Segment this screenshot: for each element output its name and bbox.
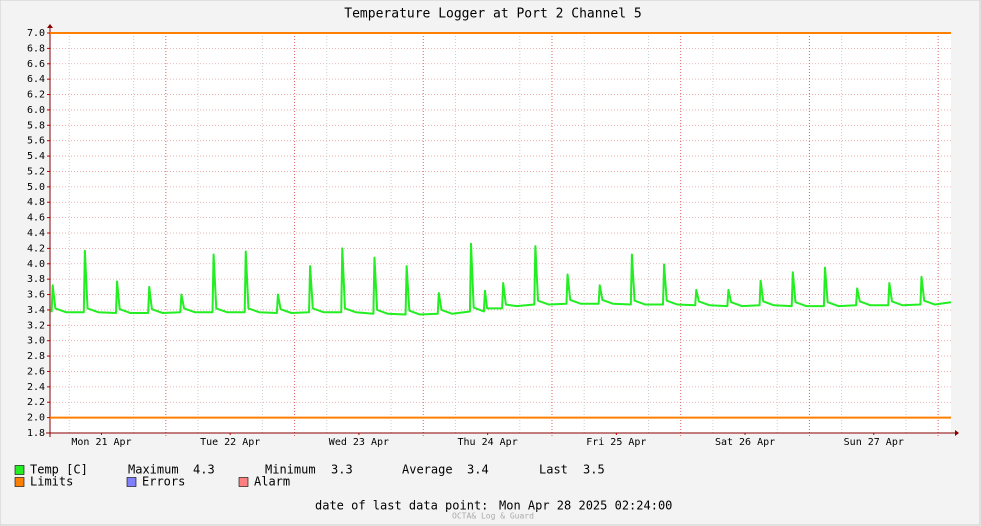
legend-swatch [14, 465, 25, 475]
y-tick-label: 4.4 [27, 228, 45, 239]
legend-label: Temp [C] [30, 463, 88, 477]
legend-swatch [238, 477, 249, 487]
y-tick-label: 6.0 [27, 105, 45, 116]
y-tick-label: 6.2 [27, 90, 45, 101]
watermark: OCTA& Log & Guard [452, 512, 534, 521]
stat-label: Average [402, 463, 453, 477]
y-tick-label: 7.0 [27, 28, 45, 39]
y-tick-label: 1.8 [27, 428, 45, 439]
y-tick-label: 2.8 [27, 351, 45, 362]
y-tick-label: 5.0 [27, 182, 45, 193]
legend-label: Limits [30, 475, 73, 489]
footer-date: Mon Apr 28 2025 02:24:00 [499, 499, 672, 513]
y-tick-label: 3.6 [27, 290, 45, 301]
legend-label: Alarm [254, 475, 290, 489]
x-tick-label: Fri 25 Apr [586, 437, 646, 448]
x-tick-label: Wed 23 Apr [329, 437, 389, 448]
stat-label: Maximum [128, 463, 179, 477]
temp-line [50, 242, 952, 316]
x-tick-label: Sat 26 Apr [715, 437, 775, 448]
y-tick-label: 2.6 [27, 366, 45, 377]
y-tick-label: 5.6 [27, 136, 45, 147]
x-tick-label: Sun 27 Apr [844, 437, 904, 448]
y-tick-label: 6.8 [27, 43, 45, 54]
legend-label: Errors [142, 475, 185, 489]
y-tick-label: 4.2 [27, 243, 45, 254]
y-tick-label: 2.4 [27, 382, 45, 393]
y-tick-label: 4.0 [27, 259, 45, 270]
y-tick-label: 2.2 [27, 397, 45, 408]
chart-title: Temperature Logger at Port 2 Channel 5 [344, 7, 641, 22]
legend-swatch [14, 477, 25, 487]
y-tick-label: 5.8 [27, 120, 45, 131]
x-axis-arrow [955, 430, 959, 436]
y-tick-label: 6.6 [27, 59, 45, 70]
stat-value: 3.3 [331, 463, 353, 477]
y-tick-label: 4.8 [27, 197, 45, 208]
stat-value: 3.5 [583, 463, 605, 477]
y-tick-label: 3.2 [27, 320, 45, 331]
y-tick-label: 4.6 [27, 213, 45, 224]
x-tick-label: Mon 21 Apr [71, 437, 131, 448]
x-tick-label: Thu 24 Apr [458, 437, 518, 448]
y-axis-arrow [47, 24, 53, 28]
y-tick-label: 3.8 [27, 274, 45, 285]
stat-value: 3.4 [467, 463, 489, 477]
y-tick-label: 5.4 [27, 151, 45, 162]
stat-label: Last [539, 463, 568, 477]
y-tick-label: 5.2 [27, 166, 45, 177]
footer-label: date of last data point: [315, 499, 488, 513]
y-tick-label: 6.4 [27, 74, 45, 85]
x-tick-label: Tue 22 Apr [200, 437, 260, 448]
legend-swatch [126, 477, 137, 487]
y-tick-label: 2.0 [27, 413, 45, 424]
y-tick-label: 3.4 [27, 305, 45, 316]
stat-value: 4.3 [193, 463, 215, 477]
y-tick-label: 3.0 [27, 336, 45, 347]
stat-label: Minimum [265, 463, 316, 477]
